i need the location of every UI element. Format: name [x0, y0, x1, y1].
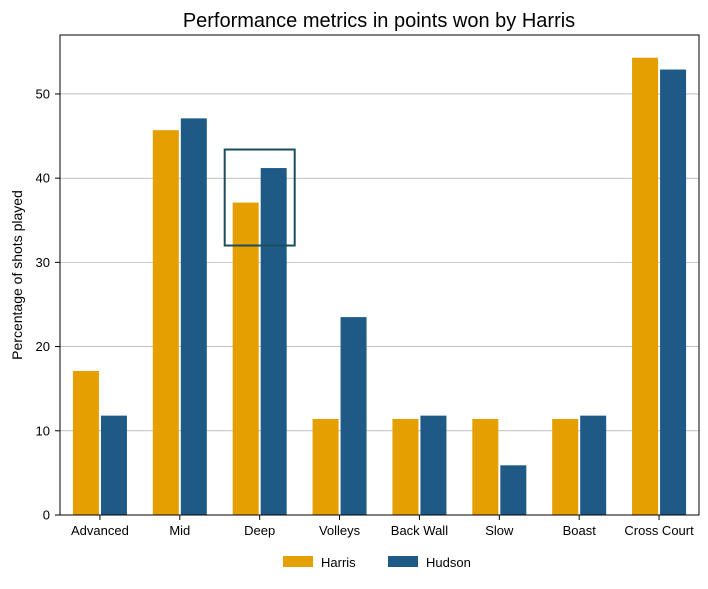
y-tick-label: 40 — [36, 171, 50, 186]
plot-frame — [59, 34, 700, 516]
bar-harris — [152, 130, 179, 515]
y-tick-label: 30 — [36, 255, 50, 270]
bar-hudson — [100, 415, 127, 515]
y-tick-label: 0 — [43, 508, 50, 523]
y-axis-label: Percentage of shots played — [9, 190, 25, 360]
bar-hudson — [500, 465, 527, 515]
bar-hudson — [340, 317, 367, 515]
bar-harris — [552, 419, 579, 515]
x-tick-label: Back Wall — [391, 523, 448, 538]
legend-label: Harris — [321, 555, 356, 570]
bar-harris — [392, 419, 419, 515]
x-tick-label: Boast — [563, 523, 597, 538]
x-tick-label: Volleys — [319, 523, 361, 538]
legend-label: Hudson — [426, 555, 471, 570]
x-tick-label: Slow — [485, 523, 514, 538]
x-tick-label: Mid — [169, 523, 190, 538]
bar-hudson — [660, 69, 687, 516]
bar-harris — [232, 202, 259, 515]
legend-swatch — [283, 556, 313, 567]
bar-harris — [312, 419, 339, 515]
y-axis-ticks: 0 10 20 30 40 50 — [36, 86, 60, 523]
highlight-group — [223, 148, 296, 247]
x-tick-label: Cross Court — [624, 523, 694, 538]
x-tick-label: Advanced — [71, 523, 129, 538]
bar-hudson — [580, 415, 607, 515]
legend-swatch — [388, 556, 418, 567]
y-tick-label: 10 — [36, 423, 50, 438]
bar-harris — [472, 419, 499, 515]
x-axis-ticks: Advanced Mid Deep Volleys Back Wall Slow Boast… — [71, 515, 694, 538]
bars — [72, 57, 687, 516]
bar-harris — [72, 371, 99, 515]
legend: Harris Hudson — [283, 555, 471, 570]
bar-hudson — [260, 168, 287, 516]
y-tick-label: 50 — [36, 86, 50, 101]
bar-harris — [632, 57, 659, 515]
highlight-box — [223, 148, 296, 247]
chart-title: Performance metrics in points won by Har… — [183, 10, 575, 32]
bar-hudson — [180, 118, 207, 516]
x-tick-label: Deep — [244, 523, 275, 538]
bar-hudson — [420, 415, 447, 515]
y-tick-label: 20 — [36, 339, 50, 354]
